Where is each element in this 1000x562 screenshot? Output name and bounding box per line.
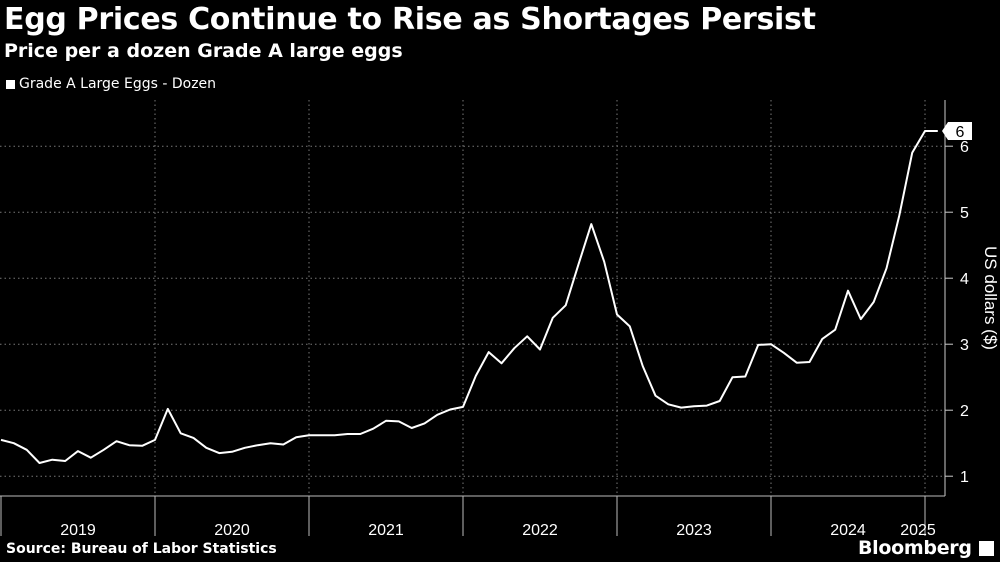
y-tick-label: 3	[960, 337, 969, 354]
source-note: Source: Bureau of Labor Statistics	[6, 541, 277, 557]
y-tick-label: 1	[960, 469, 969, 486]
bloomberg-icon	[979, 541, 994, 556]
y-tick-label: 5	[960, 205, 969, 222]
y-tick-label: 2	[960, 403, 969, 420]
legend: Grade A Large Eggs - Dozen	[6, 76, 216, 92]
x-tick-label: 2022	[522, 522, 558, 539]
legend-label: Grade A Large Eggs - Dozen	[19, 76, 217, 92]
x-tick-label: 2019	[60, 522, 96, 539]
y-tick-label: 4	[960, 271, 969, 288]
last-value-tag	[942, 122, 972, 141]
series-line	[0, 130, 938, 464]
chart-subtitle: Price per a dozen Grade A large eggs	[4, 40, 403, 62]
brand-logo: Bloomberg	[858, 537, 972, 559]
x-tick-label: 2020	[214, 522, 250, 539]
x-tick-label: 2021	[368, 522, 404, 539]
x-tick-label: 2023	[676, 522, 712, 539]
x-tick-label: 2024	[830, 522, 866, 539]
y-tick-label: 6	[960, 139, 969, 156]
chart-title: Egg Prices Continue to Rise as Shortages…	[4, 2, 816, 37]
y-axis-title: US dollars ($)	[981, 246, 1000, 350]
x-tick-label: 2025	[900, 522, 936, 539]
legend-swatch	[6, 79, 15, 89]
last-value-label: 6	[956, 124, 965, 141]
